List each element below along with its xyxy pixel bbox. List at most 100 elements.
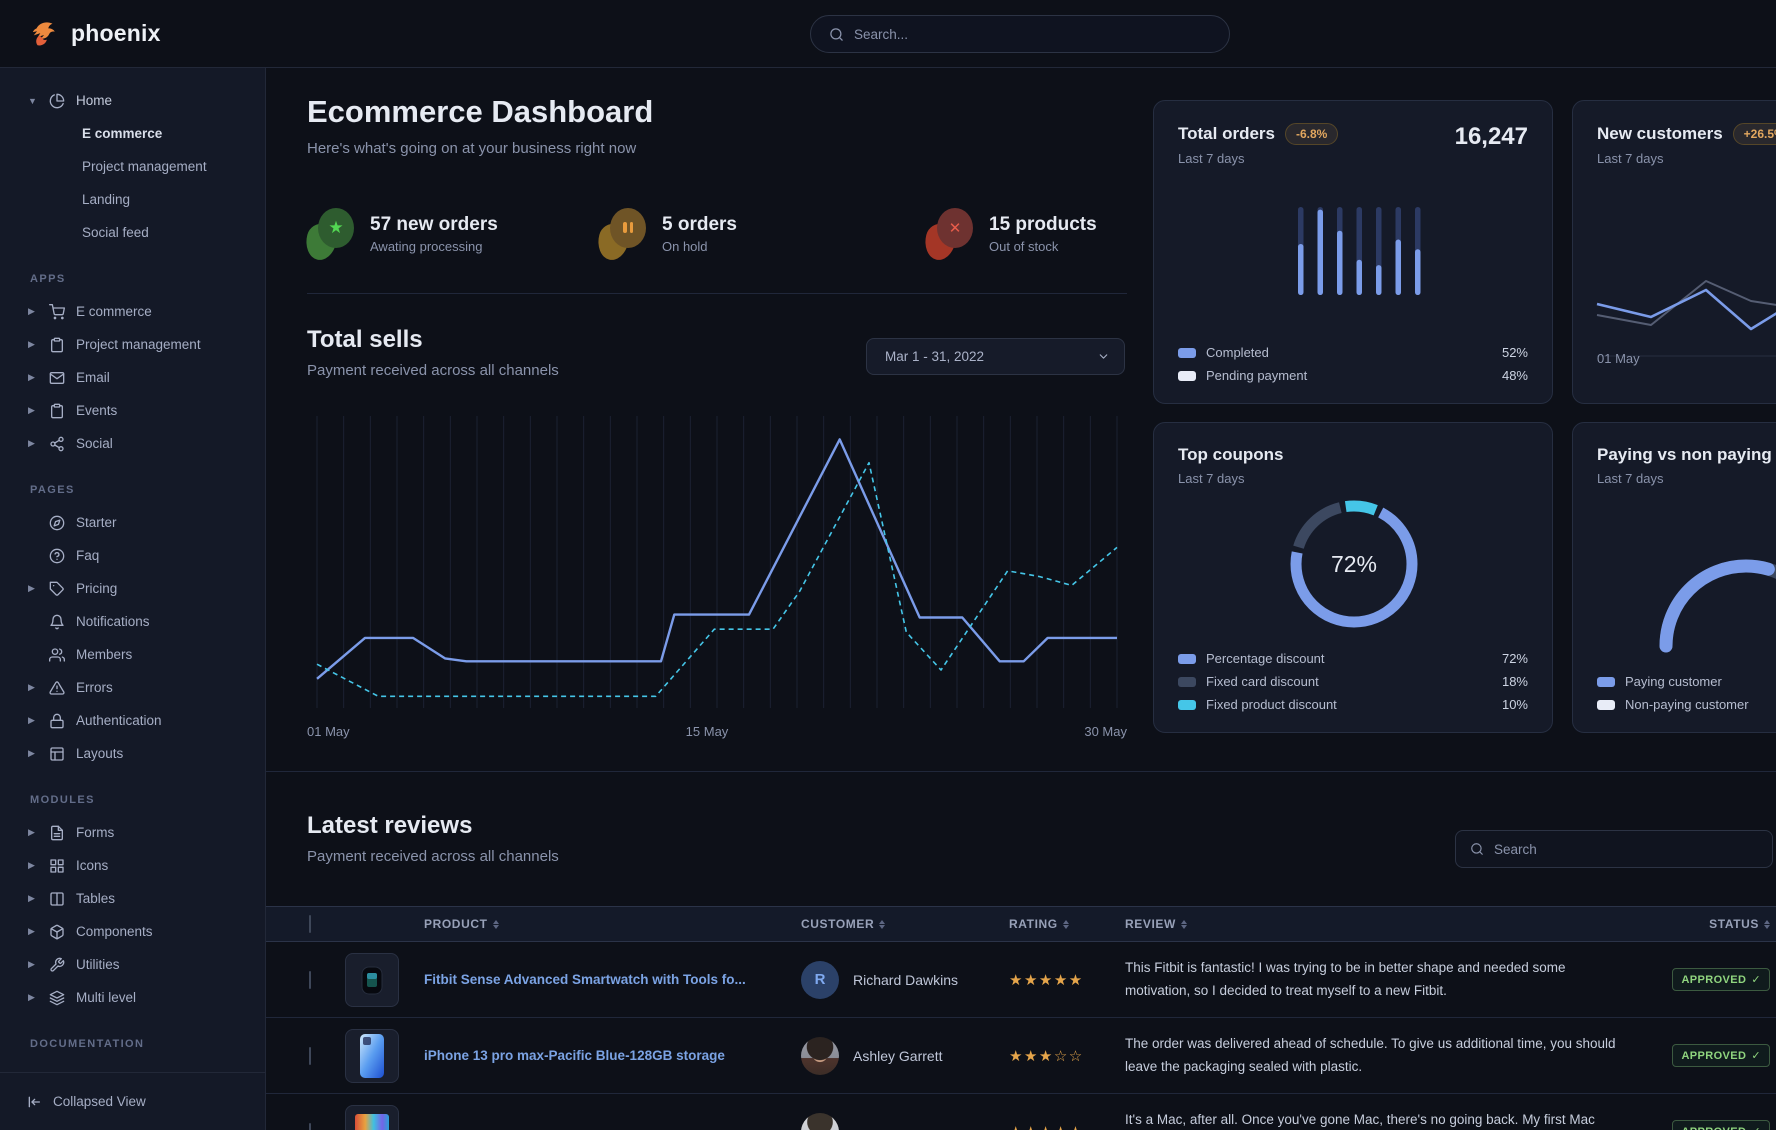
sidebar-item-project-management[interactable]: Project management: [82, 159, 207, 174]
sidebar-group-home[interactable]: ▼ Home: [0, 84, 265, 117]
review-table-row: Fitbit Sense Advanced Smartwatch with To…: [266, 942, 1776, 1018]
sells-series-sells-previous: [316, 461, 1118, 698]
legend-label: Percentage discount: [1206, 651, 1325, 666]
grid-icon: [50, 858, 64, 873]
row-checkbox[interactable]: [309, 1046, 311, 1065]
paying-card: Paying vs non paying Last 7 days Paying …: [1572, 422, 1776, 733]
column-header-customer[interactable]: CUSTOMER: [801, 917, 1009, 931]
product-thumbnail[interactable]: [345, 1104, 399, 1130]
app-logo[interactable]: phoenix: [30, 19, 161, 49]
clipboard-icon: [51, 403, 63, 418]
caret-right-icon: ▶: [28, 682, 35, 692]
legend-chip: [1178, 699, 1196, 710]
sidebar-item-e-commerce[interactable]: E commerce: [82, 126, 163, 141]
date-range-select[interactable]: Mar 1 - 31, 2022: [866, 338, 1125, 375]
sidebar-item-pricing[interactable]: ▶ Pricing: [28, 581, 118, 596]
chevron-down-icon: [1099, 354, 1108, 359]
paying-period: Last 7 days: [1597, 471, 1664, 486]
product-thumbnail[interactable]: [345, 1028, 399, 1083]
sidebar-item-members[interactable]: Members: [0, 638, 265, 671]
sidebar-item-landing[interactable]: Landing: [82, 192, 131, 207]
new-customers-x-label: 01 May: [1597, 351, 1640, 366]
status-badge: APPROVED ✓: [1672, 1120, 1770, 1130]
sidebar-item-icons[interactable]: ▶ Icons: [28, 858, 109, 873]
rating-stars: ★★★★★: [1009, 971, 1084, 989]
status-badge: APPROVED ✓: [1672, 1044, 1770, 1067]
stat-icon: [594, 206, 646, 264]
legend-label: Paying customer: [1625, 674, 1722, 689]
product-link[interactable]: iPhone 13 pro max-Pacific Blue-128GB sto…: [424, 1048, 725, 1063]
latest-reviews-header: Latest reviews Payment received across a…: [307, 812, 559, 865]
legend-label: Pending payment: [1206, 368, 1308, 383]
customers-series-previous: [1596, 280, 1776, 326]
customers-series-current: [1596, 288, 1776, 331]
section-divider: [266, 771, 1776, 772]
sidebar-item-starter[interactable]: Starter: [0, 506, 265, 539]
stat-icon: ✕: [921, 206, 973, 264]
column-header-status[interactable]: STATUS: [1660, 917, 1770, 931]
sidebar-collapse-toggle[interactable]: Collapsed View: [0, 1072, 265, 1130]
caret-right-icon: ▶: [28, 959, 35, 969]
x-tick-30may: 30 May: [1084, 724, 1127, 739]
caret-right-icon: ▶: [28, 715, 35, 725]
sidebar-item-utilities[interactable]: ▶ Utilities: [28, 957, 120, 972]
mail-icon: [49, 371, 65, 384]
paying-legend-row: Non-paying customer: [1597, 693, 1776, 716]
stat-title: 57 new orders: [370, 214, 498, 235]
sidebar-item-project-management[interactable]: ▶ Project management: [28, 337, 201, 352]
top-navbar: phoenix Search...: [0, 0, 1776, 68]
legend-value: 72%: [1501, 651, 1528, 666]
global-search-input[interactable]: Search...: [810, 15, 1230, 53]
compass-icon: [49, 515, 65, 530]
row-checkbox[interactable]: [309, 1122, 311, 1130]
sidebar-item-notifications[interactable]: Notifications: [0, 605, 265, 638]
total-sells-chart: [316, 416, 1118, 708]
layout-icon: [50, 746, 64, 761]
customer-cell: R Richard Dawkins: [801, 960, 1009, 999]
sidebar-item-tables[interactable]: ▶ Tables: [28, 891, 116, 906]
review-text: The order was delivered ahead of schedul…: [1125, 1036, 1616, 1074]
select-all-checkbox[interactable]: [309, 915, 311, 933]
sidebar-item-errors[interactable]: ▶ Errors: [28, 680, 113, 695]
caret-right-icon: ▶: [28, 405, 35, 415]
caret-down-icon: ▼: [28, 95, 37, 106]
sidebar-item-multi-level[interactable]: ▶ Multi level: [28, 990, 137, 1005]
customer-name: Ashley Garrett: [853, 1047, 943, 1064]
column-header-rating[interactable]: RATING: [1009, 917, 1125, 931]
caret-right-icon: ▶: [28, 438, 35, 448]
sidebar-item-authentication[interactable]: ▶ Authentication: [28, 713, 162, 728]
sidebar-item-components[interactable]: ▶ Components: [28, 924, 153, 939]
new-customers-change-badge: +26.5%: [1732, 123, 1776, 145]
sidebar-item-e-commerce[interactable]: ▶ E commerce: [28, 303, 152, 319]
collapse-view-label: Collapsed View: [53, 1094, 146, 1109]
help-circle-icon: [49, 548, 65, 563]
sidebar-item-events[interactable]: ▶ Events: [28, 403, 118, 418]
smartwatch-thumbnail: [361, 966, 383, 994]
rating-stars: ★★★☆☆: [1009, 1047, 1084, 1065]
product-link[interactable]: Fitbit Sense Advanced Smartwatch with To…: [424, 972, 746, 987]
search-icon: [1471, 843, 1483, 855]
sidebar-item-faq[interactable]: Faq: [0, 539, 265, 572]
reviews-search-input[interactable]: Search: [1455, 830, 1773, 868]
row-checkbox[interactable]: [309, 970, 311, 989]
new-customers-line-chart: [1596, 280, 1776, 357]
column-header-review[interactable]: REVIEW: [1125, 917, 1660, 931]
check-icon: ✓: [1751, 1050, 1761, 1062]
avatar: [801, 1112, 839, 1130]
sidebar-item-social[interactable]: ▶ Social: [28, 436, 113, 451]
check-icon: ✓: [1751, 1125, 1761, 1130]
total-sells-title: Total sells: [307, 326, 423, 353]
sidebar-item-email[interactable]: ▶ Email: [28, 370, 110, 385]
column-header-product[interactable]: PRODUCT: [424, 917, 801, 931]
product-thumbnail[interactable]: [345, 952, 399, 1007]
sort-icon: [879, 919, 886, 929]
total-sells-subtitle: Payment received across all channels: [307, 362, 559, 379]
page-title: Ecommerce Dashboard: [307, 94, 654, 129]
sidebar-item-social-feed[interactable]: Social feed: [82, 225, 149, 240]
gauge-paying-arc: [1659, 559, 1776, 653]
stat-item: ✕ 15 products Out of stock: [921, 206, 1097, 264]
sidebar-item-layouts[interactable]: ▶ Layouts: [28, 746, 124, 761]
stat-item: 5 orders On hold: [594, 206, 737, 264]
sidebar-item-forms[interactable]: ▶ Forms: [28, 825, 115, 840]
